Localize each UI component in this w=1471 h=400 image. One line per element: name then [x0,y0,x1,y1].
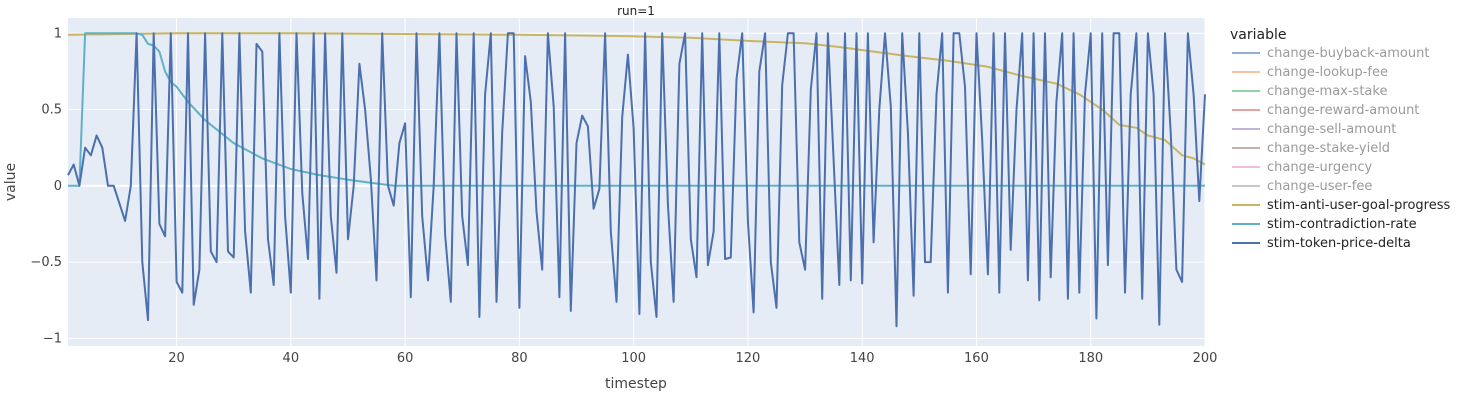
y-tick-label: −0.5 [30,255,62,270]
y-tick-label: 0 [54,179,62,194]
legend-title: variable [1230,27,1286,43]
x-axis-title: timestep [605,376,667,392]
x-tick-label: 160 [964,351,989,366]
legend-label: change-buyback-amount [1267,46,1429,61]
y-axis-title: value [3,163,19,201]
legend-item-change-lookup-fee[interactable]: change-lookup-fee [1232,65,1388,80]
x-tick-label: 20 [168,351,185,366]
legend-item-change-buyback-amount[interactable]: change-buyback-amount [1232,46,1429,61]
x-tick-label: 200 [1193,351,1218,366]
y-tick-label: −1 [43,331,62,346]
x-tick-label: 120 [736,351,761,366]
legend: variable change-buyback-amount change-loo… [1230,27,1450,251]
legend-label: stim-token-price-delta [1267,236,1411,251]
legend-item-stim-anti-user-goal-progress[interactable]: stim-anti-user-goal-progress [1232,198,1450,213]
legend-label: change-max-stake [1267,84,1387,99]
legend-item-change-urgency[interactable]: change-urgency [1232,160,1373,175]
x-tick-label: 100 [621,351,646,366]
series-line-stim-token-price-delta [67,32,1206,328]
series-line-stim-anti-user-goal-progress [67,32,1206,166]
plot-area [68,18,1205,346]
legend-label: stim-anti-user-goal-progress [1267,198,1450,213]
series-layer [67,32,1206,328]
legend-label: change-lookup-fee [1267,65,1388,80]
legend-item-stim-token-price-delta[interactable]: stim-token-price-delta [1232,236,1411,251]
legend-item-change-reward-amount[interactable]: change-reward-amount [1232,103,1419,118]
x-tick-label: 40 [283,351,300,366]
facet-title: run=1 [617,4,655,18]
legend-item-change-stake-yield[interactable]: change-stake-yield [1232,141,1390,156]
legend-item-stim-contradiction-rate[interactable]: stim-contradiction-rate [1232,217,1417,232]
legend-label: change-reward-amount [1267,103,1419,118]
legend-item-change-user-fee[interactable]: change-user-fee [1232,179,1372,194]
legend-item-change-max-stake[interactable]: change-max-stake [1232,84,1387,99]
y-tick-label: 1 [54,26,62,41]
x-tick-label: 140 [850,351,875,366]
legend-label: stim-contradiction-rate [1267,217,1417,232]
legend-item-change-sell-amount[interactable]: change-sell-amount [1232,122,1396,137]
x-tick-label: 60 [397,351,414,366]
y-tick-label: 0.5 [41,103,62,118]
y-axis-ticks: 1 0.5 0 −0.5 −1 [30,26,62,346]
legend-label: change-stake-yield [1267,141,1390,156]
x-tick-label: 80 [511,351,528,366]
x-axis-ticks: 20 40 60 80 100 120 140 160 180 200 [168,351,1217,366]
x-tick-label: 180 [1078,351,1103,366]
legend-label: change-sell-amount [1267,122,1396,137]
legend-label: change-user-fee [1267,179,1372,194]
legend-label: change-urgency [1267,160,1373,175]
